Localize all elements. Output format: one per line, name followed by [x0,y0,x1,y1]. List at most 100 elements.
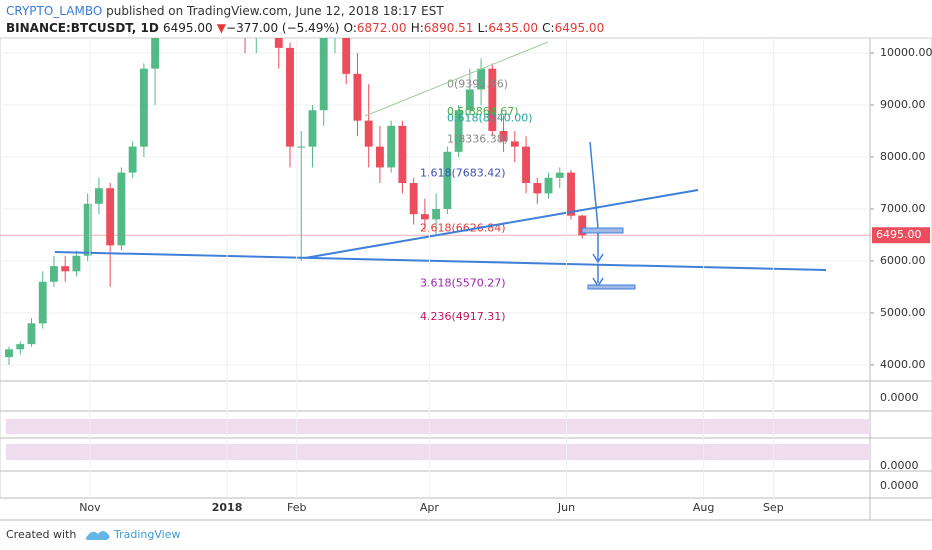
candle-body [477,68,486,90]
x-tick-label: Feb [287,501,306,514]
candle-body [94,188,103,204]
candle-body [162,0,170,1]
candle-body [151,38,160,69]
arrow-head [592,253,604,264]
target-box [581,227,624,234]
ohlc-1-key: H: [411,21,424,35]
candle-body [544,177,553,194]
candle-body [578,215,587,236]
author: CRYPTO_LAMBO [6,4,102,18]
candle-body [398,125,407,183]
rsi-band [6,419,870,434]
trendline [304,189,699,259]
y-tick-label: 7000.00 [880,202,926,215]
logo [85,531,110,540]
y-tick-label: 8000.00 [880,150,926,163]
fib-label: 0.5(8864.67) [447,105,519,118]
candle-body [16,344,25,350]
candle-body [567,172,575,216]
fib-label: 0.618(8740.00) [447,112,533,125]
candle-body [5,349,13,358]
y-tick-label: 4000.00 [880,358,926,371]
published: published on TradingView.com, June 12, 2… [106,4,444,18]
candle-body [50,266,58,282]
fib-label: 4.236(4917.31) [420,310,506,323]
indicator-label: 0.0000 [880,459,919,472]
candle-body [533,182,542,194]
indicator-label: 0.0000 [880,479,919,492]
ohlc-0-key: O: [344,21,357,35]
footer-created: Created with [6,528,76,541]
arrow [589,141,599,229]
trendline [364,41,549,117]
header-line: CRYPTO_LAMBO published on TradingView.co… [6,4,444,18]
y-tick-label: 6000.00 [880,254,926,267]
candle-body [27,323,36,345]
candle-body [555,172,564,178]
candle-body [488,68,497,132]
y-tick-label: 10000.00 [880,46,932,59]
change: −377.00 (−5.49%) [226,21,339,35]
drawings [54,41,827,290]
ohlc-3-value: 6495.00 [555,21,605,35]
candle-body [465,89,474,111]
candle-body [387,125,396,168]
change-arrow: ▼ [217,21,227,35]
candle-body [319,38,328,111]
footer-brand: TradingView [113,528,180,541]
candle-body [375,146,384,168]
candle-body [72,255,81,272]
x-tick-label: Jun [557,501,575,514]
candle-body [409,182,418,215]
y-tick-label: 9000.00 [880,98,926,111]
x-tick-label: Apr [420,501,440,514]
candle-body [510,141,519,147]
y-tick-label: 5000.00 [880,306,926,319]
indicator-label: 0.0000 [880,391,919,404]
price-tag [872,227,930,244]
ohlc-1-value: 6890.51 [424,21,474,35]
ohlc-0-value: 6872.00 [357,21,407,35]
fib-label: 1(8336.38) [447,133,508,146]
price-tag-label: 6495.00 [876,228,922,241]
fib-label: 3.618(5570.27) [420,276,506,289]
ohlc-3-key: C: [542,21,554,35]
x-tick-label: Nov [79,501,101,514]
candle-body [61,266,70,272]
indicator-panes [0,380,932,521]
target-box [587,284,636,290]
candle-body [432,208,441,220]
candle-body [117,172,126,246]
price-pane: 0(9392.96) 0.5(8864.67)0.618(8740.00) 1(83… [0,0,870,366]
candle-body [106,188,115,246]
candle-body [342,38,351,74]
trendline [54,251,827,271]
candle-body [286,47,294,147]
candle-body [274,38,283,48]
candle-body [297,146,306,148]
candle-body [420,214,429,220]
candle-body [83,203,92,256]
fib-label: 2.618(6626.84) [420,221,506,234]
x-tick-label: Aug [693,501,714,514]
candle-body [308,110,317,147]
candle-body [499,131,508,142]
candle-body [522,146,530,183]
x-tick-label: Sep [763,501,784,514]
ohlc-2-value: 6435.00 [488,21,538,35]
fib-label: 0(9392.96) [447,78,508,91]
symbol: BINANCE:BTCUSDT, 1D [6,21,159,35]
x-tick-label: 2018 [212,501,243,514]
candle-body [139,68,148,147]
candle-body [364,120,373,147]
last-price: 6495.00 [163,21,213,35]
ohlc-2-key: L: [478,21,489,35]
candle-body [128,146,137,173]
stoch-band [6,444,870,460]
fib-label: 1.618(7683.42) [420,166,506,179]
candle-body [443,151,452,209]
candle-body [454,110,463,152]
candle-body [353,73,362,121]
